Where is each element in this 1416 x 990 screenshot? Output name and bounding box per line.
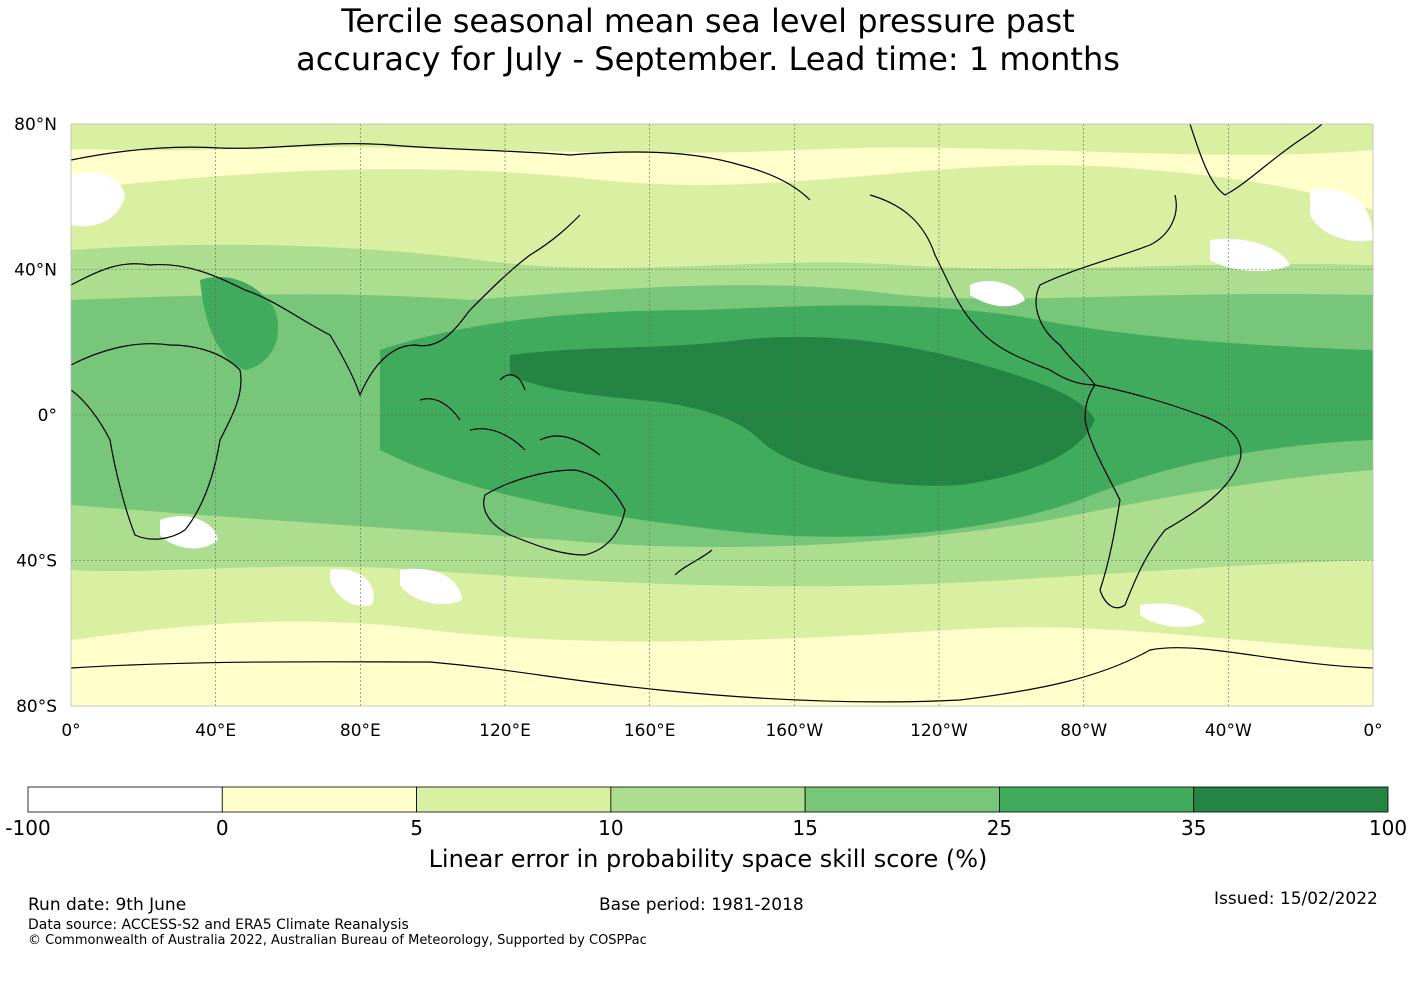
coast-south-america xyxy=(1084,384,1242,609)
band-25-35-arabia xyxy=(200,276,279,370)
colorbar-swatch xyxy=(1193,786,1389,813)
longitude-label: 160°W xyxy=(765,721,823,741)
longitude-label: 40°E xyxy=(195,721,236,741)
graticule xyxy=(71,124,1373,706)
coast-new-zealand xyxy=(674,549,713,576)
band-neg-3 xyxy=(1210,238,1290,272)
copyright: © Commonwealth of Australia 2022, Austra… xyxy=(28,933,647,948)
colorbar-tick-label: 0 xyxy=(215,816,229,840)
band-neg-7 xyxy=(400,568,462,605)
longitude-label: 80°W xyxy=(1060,721,1107,741)
longitude-labels: 0° 40°E 80°E 120°E 160°E 160°W 120°W 80°W 40°W 0° xyxy=(61,721,1382,741)
band-neg-4 xyxy=(970,280,1025,307)
colorbar-tick-label: 100 xyxy=(1368,816,1408,840)
coast-greenland xyxy=(1189,124,1323,196)
map-frame xyxy=(70,123,1374,707)
latitude-label: 80°N xyxy=(14,115,57,135)
band-5-10-north xyxy=(71,124,1373,155)
coastlines xyxy=(71,124,1373,703)
latitude-labels: 80°N 40°N 0° 40°S 80°S xyxy=(14,115,57,717)
colorbar-swatch xyxy=(221,786,417,813)
latitude-label: 0° xyxy=(38,406,57,426)
band-neg-8 xyxy=(1140,603,1205,628)
coast-europe-asia xyxy=(71,214,581,397)
longitude-label: 0° xyxy=(1363,721,1382,741)
latitude-label: 80°S xyxy=(16,697,57,717)
colorbar-tick-label: 35 xyxy=(1180,816,1207,840)
colorbar-tick-label: 10 xyxy=(598,816,624,840)
colorbar-tick-label: 25 xyxy=(986,816,1013,840)
band-neg-6 xyxy=(330,569,374,606)
colorbar-tick-label: 5 xyxy=(410,816,423,840)
skill-field xyxy=(71,124,1373,706)
colorbar-swatch xyxy=(27,786,223,813)
longitude-label: 160°E xyxy=(624,721,676,741)
colorbar xyxy=(27,786,1389,813)
colorbar-label: Linear error in probability space skill … xyxy=(428,845,988,873)
issued-date: Issued: 15/02/2022 xyxy=(1214,889,1378,909)
band-35-100 xyxy=(510,336,1095,486)
latitude-label: 40°N xyxy=(14,261,57,281)
colorbar-swatch xyxy=(416,786,612,813)
colorbar-tick-label: -100 xyxy=(5,816,51,840)
coast-maritime-continent xyxy=(419,374,601,456)
chart-title-line-1: Tercile seasonal mean sea level pressure… xyxy=(341,2,1075,40)
coast-africa xyxy=(71,343,242,540)
latitude-label: 40°S xyxy=(16,552,57,572)
colorbar-swatch xyxy=(804,786,1000,813)
band-neg-1 xyxy=(71,172,125,227)
chart-title-line-2: accuracy for July - September. Lead time… xyxy=(296,40,1120,78)
coast-antarctica xyxy=(71,647,1373,703)
band-neg-5 xyxy=(160,516,218,549)
band-neg-2 xyxy=(1310,188,1373,242)
coast-australia xyxy=(483,469,626,556)
colorbar-swatch xyxy=(610,786,806,813)
longitude-label: 120°W xyxy=(910,721,968,741)
coast-arctic-eurasia xyxy=(71,142,811,201)
longitude-label: 40°W xyxy=(1205,721,1252,741)
colorbar-swatch xyxy=(999,786,1195,813)
longitude-label: 80°E xyxy=(340,721,381,741)
colorbar-tick-label: 15 xyxy=(792,816,818,840)
data-source: Data source: ACCESS-S2 and ERA5 Climate … xyxy=(28,917,409,933)
base-period: Base period: 1981-2018 xyxy=(599,895,804,915)
longitude-label: 0° xyxy=(61,721,80,741)
run-date: Run date: 9th June xyxy=(28,895,187,915)
longitude-label: 120°E xyxy=(479,721,531,741)
